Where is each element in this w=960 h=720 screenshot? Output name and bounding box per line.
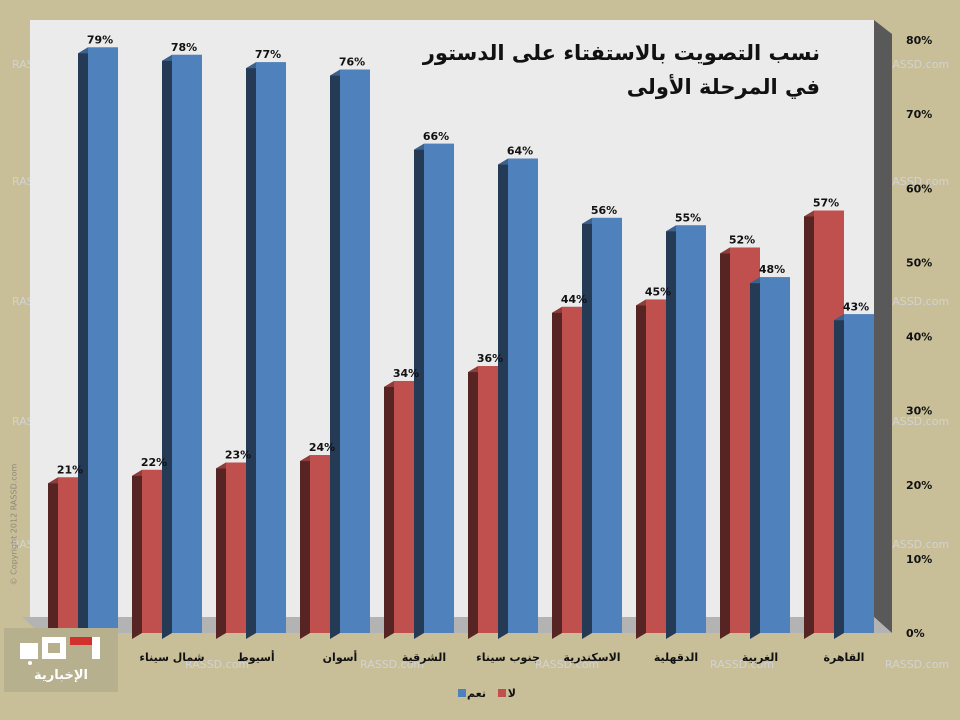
bar-yes-1	[750, 277, 790, 639]
y-tick-label: 30%	[906, 405, 932, 418]
rassd-logo-mark	[20, 637, 100, 665]
value-label: 24%	[309, 441, 335, 454]
category-label: الدقهلية	[654, 651, 698, 664]
y-tick-label: 50%	[906, 256, 932, 269]
category-label: القاهرة	[824, 651, 865, 664]
category-label: الاسكندرية	[563, 651, 620, 664]
value-label: 55%	[675, 211, 701, 224]
x-axis-labels: القاهرة الغربية الدقهلية الاسكندرية جنوب سين…	[69, 650, 864, 665]
y-tick-label: 10%	[906, 553, 932, 566]
watermark-text: RASSD.com	[885, 58, 949, 71]
y-tick-label: 60%	[906, 182, 932, 195]
bar-yes-8	[162, 54, 202, 639]
bar-yes-9	[78, 47, 118, 640]
value-label: 76%	[339, 56, 365, 69]
bar-yes-3	[582, 217, 622, 639]
plot-right-wall	[874, 20, 892, 633]
category-label: أسيوط	[237, 650, 274, 664]
y-tick-label: 40%	[906, 331, 932, 344]
bar-yes-5	[414, 143, 454, 639]
value-label: 43%	[843, 300, 869, 313]
logo-caption: الإخبارية	[34, 668, 88, 683]
category-label: الشرقية	[402, 651, 446, 664]
y-tick-label: 70%	[906, 108, 932, 121]
category-label: جنوب سيناء	[476, 651, 540, 664]
bar-yes-4	[498, 158, 538, 639]
watermark-text: RASSD.com	[185, 658, 249, 671]
watermark-text: RASSD.com	[710, 658, 774, 671]
value-label: 52%	[729, 234, 755, 247]
bar-yes-6	[330, 69, 370, 639]
value-label: 34%	[393, 367, 419, 380]
value-label: 23%	[225, 449, 251, 462]
copyright-watermark: © Copyright 2012 RASSD.com	[9, 463, 19, 586]
value-label: 77%	[255, 48, 281, 61]
value-label: 45%	[645, 285, 671, 298]
value-label: 48%	[759, 263, 785, 276]
value-labels-layer: 57% 43% 52% 48% 45% 55% 44% 56% 36% 64% 34% 66% 24% 7…	[57, 33, 869, 476]
watermark-text: RASSD.com	[885, 658, 949, 671]
y-tick-label: 80%	[906, 34, 932, 47]
value-label: 44%	[561, 293, 587, 306]
watermark-text: RASSD.com	[885, 295, 949, 308]
y-tick-label: 20%	[906, 479, 932, 492]
watermark-text: RASSD.com	[885, 175, 949, 188]
value-label: 66%	[423, 130, 449, 143]
bar-yes-0	[834, 314, 874, 639]
category-label: الغربية	[742, 651, 778, 664]
bar-yes-2	[666, 225, 706, 639]
watermark-text: RASSD.com	[885, 415, 949, 428]
value-label: 22%	[141, 456, 167, 469]
value-label: 56%	[591, 204, 617, 217]
legend-label-yes: نعم	[467, 687, 486, 700]
value-label: 36%	[477, 352, 503, 365]
legend-swatch-no	[498, 689, 506, 697]
watermark-text: RASSD.com	[360, 658, 424, 671]
category-label: شمال سيناء	[139, 651, 204, 664]
chart-title: نسب التصويت بالاستفتاء على الدستور في ال…	[422, 41, 820, 99]
bar-yes-7	[246, 62, 286, 640]
y-axis-ticks: 0% 10% 20% 30% 40% 50% 60% 70% 80%	[906, 34, 932, 640]
value-label: 64%	[507, 145, 533, 158]
value-label: 78%	[171, 41, 197, 54]
y-tick-label: 0%	[906, 627, 925, 640]
legend-label-no: لا	[508, 687, 516, 700]
value-label: 21%	[57, 463, 83, 476]
legend-swatch-yes	[458, 689, 466, 697]
legend: نعم لا	[458, 687, 516, 700]
value-label: 79%	[87, 33, 113, 46]
rassd-logo: الإخبارية	[4, 628, 118, 692]
value-label: 57%	[813, 196, 839, 209]
watermark-text: RASSD.com	[535, 658, 599, 671]
category-label: أسوان	[323, 650, 358, 664]
watermark-text: RASSD.com	[885, 538, 949, 551]
bars-layer	[48, 47, 874, 640]
